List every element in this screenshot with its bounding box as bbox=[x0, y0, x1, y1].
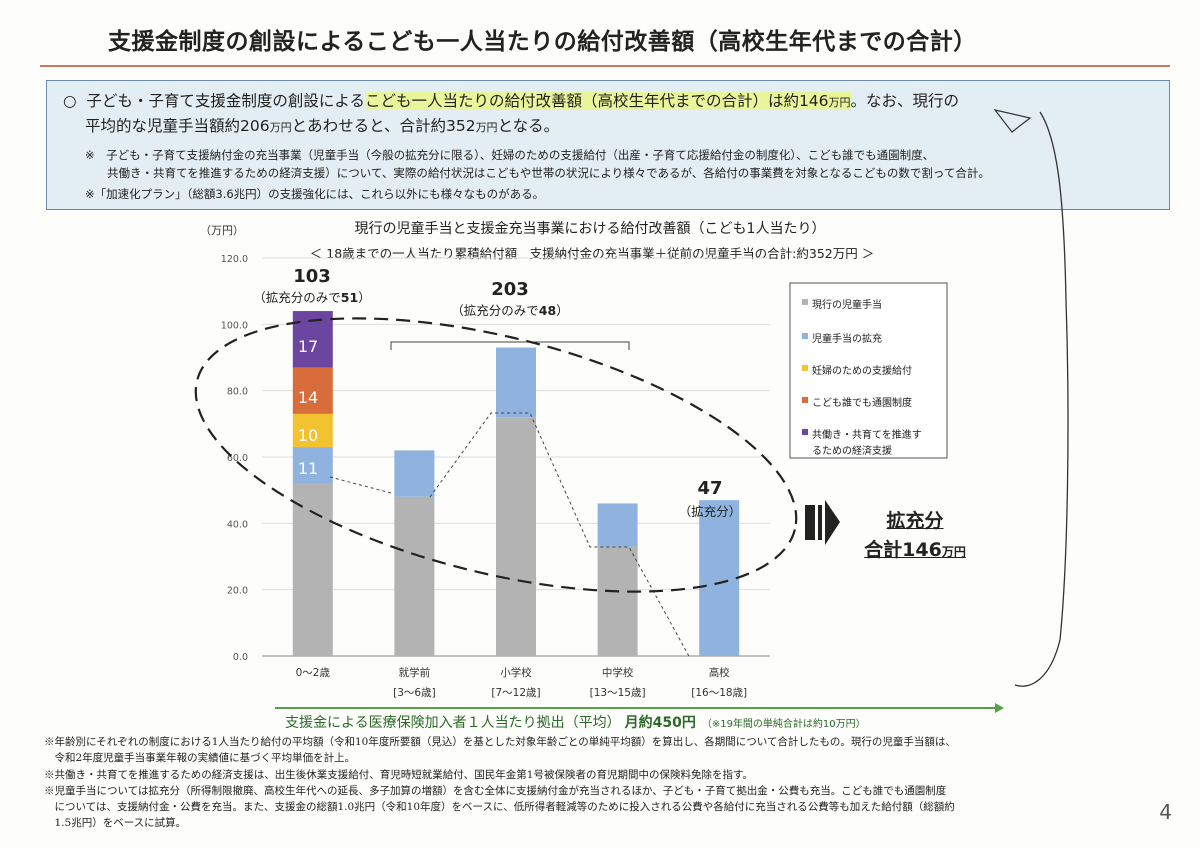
bracket bbox=[390, 341, 630, 350]
footnote-3c: 1.5兆円）をベースに試算。 bbox=[44, 817, 187, 829]
arrow-bar bbox=[805, 505, 815, 540]
bar-0-series-0 bbox=[292, 483, 333, 656]
bullet-circle: ○ bbox=[63, 92, 77, 110]
x-category-label: 高校 bbox=[709, 666, 730, 679]
seg-label-expansion: 11 bbox=[298, 459, 318, 478]
x-category-sub-label: [16〜18歳] bbox=[691, 687, 747, 699]
expansion-total-label: 拡充分 bbox=[886, 510, 944, 532]
connector-2 bbox=[429, 412, 691, 659]
annotation-total-school: 203 bbox=[491, 279, 529, 300]
x-axis-labels: 0〜2歳 就学前 [3〜6歳] 小学校 [7〜12歳] 中学校 [13〜15歳] 高校 [16〜… bbox=[296, 666, 748, 699]
x-category-sub-label: [13〜15歳] bbox=[590, 687, 646, 699]
y-tick-label: 60.0 bbox=[227, 453, 248, 464]
footnote-3b: については、支援納付金・公費を充当。また、支援金の総額1.0兆円（令和10年度）… bbox=[44, 801, 955, 813]
annotation-total-infant: 103 bbox=[293, 266, 331, 287]
x-category-sub-label: [7〜12歳] bbox=[491, 687, 540, 699]
y-tick-label: 120.0 bbox=[221, 254, 248, 265]
x-category-label: 就学前 bbox=[399, 666, 431, 679]
x-category-label: 中学校 bbox=[602, 666, 634, 679]
note-1-line-2: 共働き・共育てを推進するための経済支援）について、実際の給付状況はこどもや世帯の… bbox=[107, 166, 990, 180]
y-tick-label: 20.0 bbox=[227, 586, 248, 597]
legend-box bbox=[789, 282, 948, 459]
bars bbox=[292, 311, 740, 656]
legend-item-dual-income: 共働き・共育てを推進す bbox=[802, 426, 922, 441]
x-category-label: 0〜2歳 bbox=[296, 667, 331, 679]
y-tick-label: 0.0 bbox=[233, 652, 248, 663]
legend-item-expansion: 児童手当の拡充 bbox=[802, 330, 882, 345]
legend-item-pregnancy: 妊婦のための支援給付 bbox=[802, 362, 912, 377]
annotation-school-expansion: （拡充分のみで48） bbox=[451, 303, 568, 318]
bar-0-series-3 bbox=[292, 367, 333, 414]
bar-1-series-1 bbox=[394, 450, 435, 497]
footnote-1: ※年齢別にそれぞれの制度における1人当たり給付の平均額（令和10年度所要額（見込… bbox=[44, 736, 956, 748]
bar-1-series-0 bbox=[394, 496, 435, 656]
bar-2-series-0 bbox=[496, 417, 536, 656]
annotation-highschool-expansion: （拡充分） bbox=[679, 504, 742, 519]
footnote-1b: 令和2年度児童手当事業年報の実績値に基づく平均単価を計上。 bbox=[44, 752, 356, 764]
summary-highlight: こども一人当たりの給付改善額（高校生年代までの合計）は約146万円 bbox=[364, 92, 851, 110]
arrow-bar-2 bbox=[818, 505, 822, 540]
emphasis-ellipse bbox=[194, 317, 798, 593]
summary-box: ○ 子ども・子育て支援金制度の創設によるこども一人当たりの給付改善額（高校生年代… bbox=[46, 80, 1170, 210]
legend-item-dual-income-2: るための経済支援 bbox=[812, 446, 892, 457]
summary-text: 子ども・子育て支援金制度の創設による bbox=[86, 92, 365, 110]
bar-0-series-1 bbox=[292, 447, 333, 484]
footnote-3: ※児童手当については拡充分（所得制限撤廃、高校生年代への延長、多子加算の増額）を… bbox=[44, 785, 947, 797]
arrow-head bbox=[825, 500, 840, 545]
y-axis-unit: （万円） bbox=[200, 224, 244, 237]
summary-line-1: ○ 子ども・子育て支援金制度の創設によるこども一人当たりの給付改善額（高校生年代… bbox=[63, 92, 960, 110]
bar-0-series-2 bbox=[292, 413, 333, 448]
bar-4-series-1 bbox=[699, 500, 740, 656]
page-title: 支援金制度の創設によるこども一人当たりの給付改善額（高校生年代までの合計） bbox=[108, 29, 977, 55]
seg-label-pregnancy: 10 bbox=[298, 426, 318, 445]
pen-mark-curve bbox=[1014, 111, 1069, 687]
x-category-sub-label: [3〜6歳] bbox=[393, 687, 436, 699]
seg-label-dual-income: 17 bbox=[298, 337, 318, 356]
annotation-infant-expansion: （拡充分のみで51） bbox=[253, 290, 370, 305]
contribution-arrow-head bbox=[995, 703, 1004, 713]
contribution-text: 支援金による医療保険加入者１人当たり拠出（平均） 月約450円 （※19年間の単純合… bbox=[285, 714, 866, 731]
y-tick-label: 80.0 bbox=[227, 387, 248, 398]
summary-line-2: 平均的な児童手当額約206万円とあわせると、合計約352万円となる。 bbox=[85, 117, 560, 135]
y-axis-ticks: 0.0 20.0 40.0 60.0 80.0 100.0 120.0 bbox=[221, 254, 248, 663]
legend-item-daycare: こども誰でも通園制度 bbox=[802, 394, 912, 409]
y-tick-label: 100.0 bbox=[221, 320, 248, 331]
note-1-line-1: ※ 子ども・子育て支援納付金の充当事業（児童手当（今般の拡充分に限る）、妊婦のた… bbox=[85, 148, 935, 162]
y-tick-label: 40.0 bbox=[227, 519, 248, 530]
seg-label-daycare: 14 bbox=[298, 388, 318, 407]
annotation-total-highschool: 47 bbox=[697, 478, 722, 499]
pen-mark-triangle bbox=[993, 109, 1032, 133]
bar-2-series-1 bbox=[496, 347, 536, 418]
expansion-total: 拡充分 合計146万円 bbox=[845, 506, 985, 562]
chart-title: 現行の児童手当と支援金充当事業における給付改善額（こども1人当たり） bbox=[355, 220, 826, 237]
note-2: ※「加速化プラン」（総額3.6兆円）の支援強化には、これら以外にも様々なものがあ… bbox=[85, 187, 545, 201]
connector-1 bbox=[329, 476, 392, 494]
page-number: 4 bbox=[1159, 800, 1172, 824]
footnote-2: ※共働き・共育てを推進するための経済支援は、出生後休業支援給付、育児時短就業給付… bbox=[44, 769, 753, 781]
bar-3-series-0 bbox=[597, 546, 638, 656]
bar-3-series-1 bbox=[597, 503, 638, 547]
title-divider bbox=[40, 65, 1170, 67]
legend-item-current: 現行の児童手当 bbox=[802, 296, 882, 311]
expansion-total-value: 合計146万円 bbox=[864, 539, 966, 561]
x-category-label: 小学校 bbox=[500, 666, 532, 679]
chart-subtitle: ＜ 18歳までの一人当たり累積給付額 支援納付金の充当事業＋従前の児童手当の合計… bbox=[310, 246, 874, 261]
